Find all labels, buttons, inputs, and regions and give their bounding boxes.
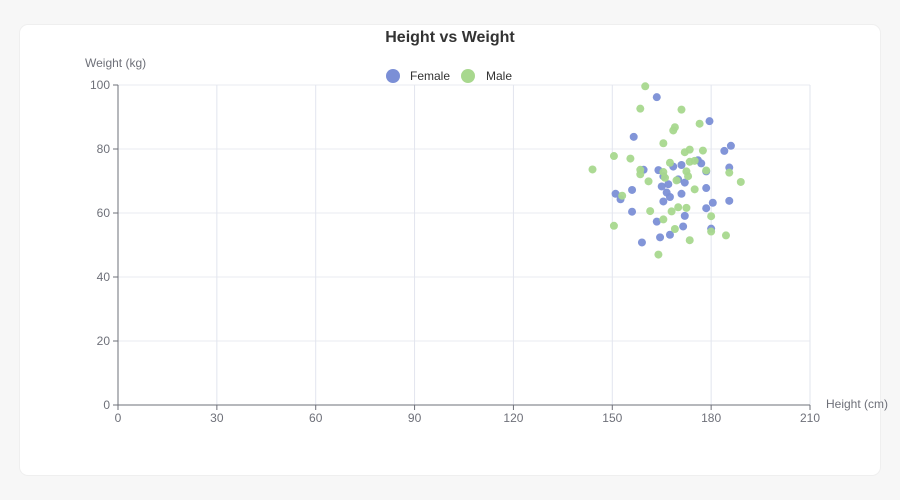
male-point[interactable]: [659, 215, 668, 224]
chart-title: Height vs Weight: [385, 29, 515, 46]
female-point[interactable]: [652, 217, 661, 226]
legend-marker: [386, 69, 400, 83]
female-point[interactable]: [657, 182, 666, 191]
series-female: [611, 93, 735, 247]
female-point[interactable]: [702, 184, 711, 193]
male-point[interactable]: [684, 172, 693, 181]
female-point[interactable]: [664, 180, 673, 189]
x-tick-label: 90: [408, 411, 422, 425]
female-point[interactable]: [665, 230, 674, 239]
male-point[interactable]: [636, 170, 645, 179]
male-point[interactable]: [641, 82, 650, 91]
y-tick-label: 0: [103, 398, 110, 412]
female-point[interactable]: [679, 222, 688, 231]
y-tick-label: 60: [97, 206, 111, 220]
female-point[interactable]: [637, 238, 646, 247]
male-point[interactable]: [667, 207, 676, 216]
data-points: [588, 82, 745, 259]
male-point[interactable]: [698, 146, 707, 155]
male-point[interactable]: [725, 168, 734, 177]
female-point[interactable]: [680, 211, 689, 220]
female-point[interactable]: [659, 197, 668, 206]
male-point[interactable]: [702, 166, 711, 175]
grid-lines: [118, 84, 811, 405]
female-point[interactable]: [725, 196, 734, 205]
male-point[interactable]: [685, 236, 694, 245]
y-axis-name: Weight (kg): [85, 56, 146, 70]
male-point[interactable]: [665, 158, 674, 167]
y-tick-label: 100: [90, 78, 110, 92]
female-point[interactable]: [720, 146, 729, 155]
male-point[interactable]: [682, 203, 691, 212]
female-point[interactable]: [677, 161, 686, 169]
female-point[interactable]: [708, 198, 717, 207]
tick-labels: 0 20 40 60 80 100 0 30 60 90 120 150 180 210: [90, 78, 820, 425]
male-point[interactable]: [695, 119, 704, 128]
male-point[interactable]: [669, 126, 678, 135]
male-point[interactable]: [644, 177, 653, 186]
male-point[interactable]: [677, 105, 686, 114]
male-point[interactable]: [654, 250, 663, 259]
male-point[interactable]: [674, 203, 683, 212]
axes: [113, 84, 811, 410]
legend-item-female[interactable]: Female: [386, 69, 450, 83]
male-point[interactable]: [659, 139, 668, 148]
female-point[interactable]: [677, 189, 686, 198]
x-tick-label: 180: [701, 411, 721, 425]
male-point[interactable]: [618, 191, 627, 200]
male-point[interactable]: [721, 231, 730, 240]
female-point[interactable]: [611, 189, 620, 198]
female-point[interactable]: [629, 132, 638, 141]
male-point[interactable]: [646, 207, 655, 216]
x-tick-label: 30: [210, 411, 224, 425]
male-point[interactable]: [588, 165, 597, 174]
female-point[interactable]: [652, 93, 661, 102]
x-tick-label: 150: [602, 411, 622, 425]
male-point[interactable]: [707, 227, 716, 236]
x-tick-label: 210: [800, 411, 820, 425]
legend-marker: [461, 69, 475, 83]
male-point[interactable]: [636, 104, 645, 113]
legend-item-male[interactable]: Male: [461, 69, 512, 83]
legend[interactable]: Female Male: [386, 69, 512, 83]
female-point[interactable]: [665, 193, 674, 201]
x-tick-label: 60: [309, 411, 323, 425]
female-point[interactable]: [680, 178, 689, 187]
female-point[interactable]: [697, 159, 706, 168]
male-point[interactable]: [690, 156, 699, 165]
x-axis-name: Height (cm): [826, 397, 888, 411]
female-point[interactable]: [705, 117, 714, 126]
x-tick-label: 0: [115, 411, 122, 425]
female-point[interactable]: [656, 233, 665, 242]
male-point[interactable]: [609, 152, 618, 161]
y-tick-label: 80: [97, 142, 111, 156]
male-point[interactable]: [609, 221, 618, 230]
legend-label: Female: [410, 69, 450, 83]
male-point[interactable]: [690, 185, 699, 194]
male-point[interactable]: [670, 225, 679, 233]
female-point[interactable]: [628, 207, 637, 216]
male-point[interactable]: [661, 173, 670, 182]
male-point[interactable]: [626, 154, 635, 163]
male-point[interactable]: [736, 177, 745, 186]
male-point[interactable]: [707, 212, 716, 221]
y-tick-label: 40: [97, 270, 111, 284]
female-point[interactable]: [726, 141, 735, 150]
y-tick-label: 20: [97, 334, 111, 348]
male-point[interactable]: [680, 148, 689, 157]
chart-card: [20, 25, 880, 475]
female-point[interactable]: [628, 185, 637, 194]
series-male: [588, 82, 745, 259]
legend-label: Male: [486, 69, 512, 83]
x-tick-label: 120: [503, 411, 523, 425]
female-point[interactable]: [702, 204, 711, 213]
male-point[interactable]: [672, 176, 681, 185]
